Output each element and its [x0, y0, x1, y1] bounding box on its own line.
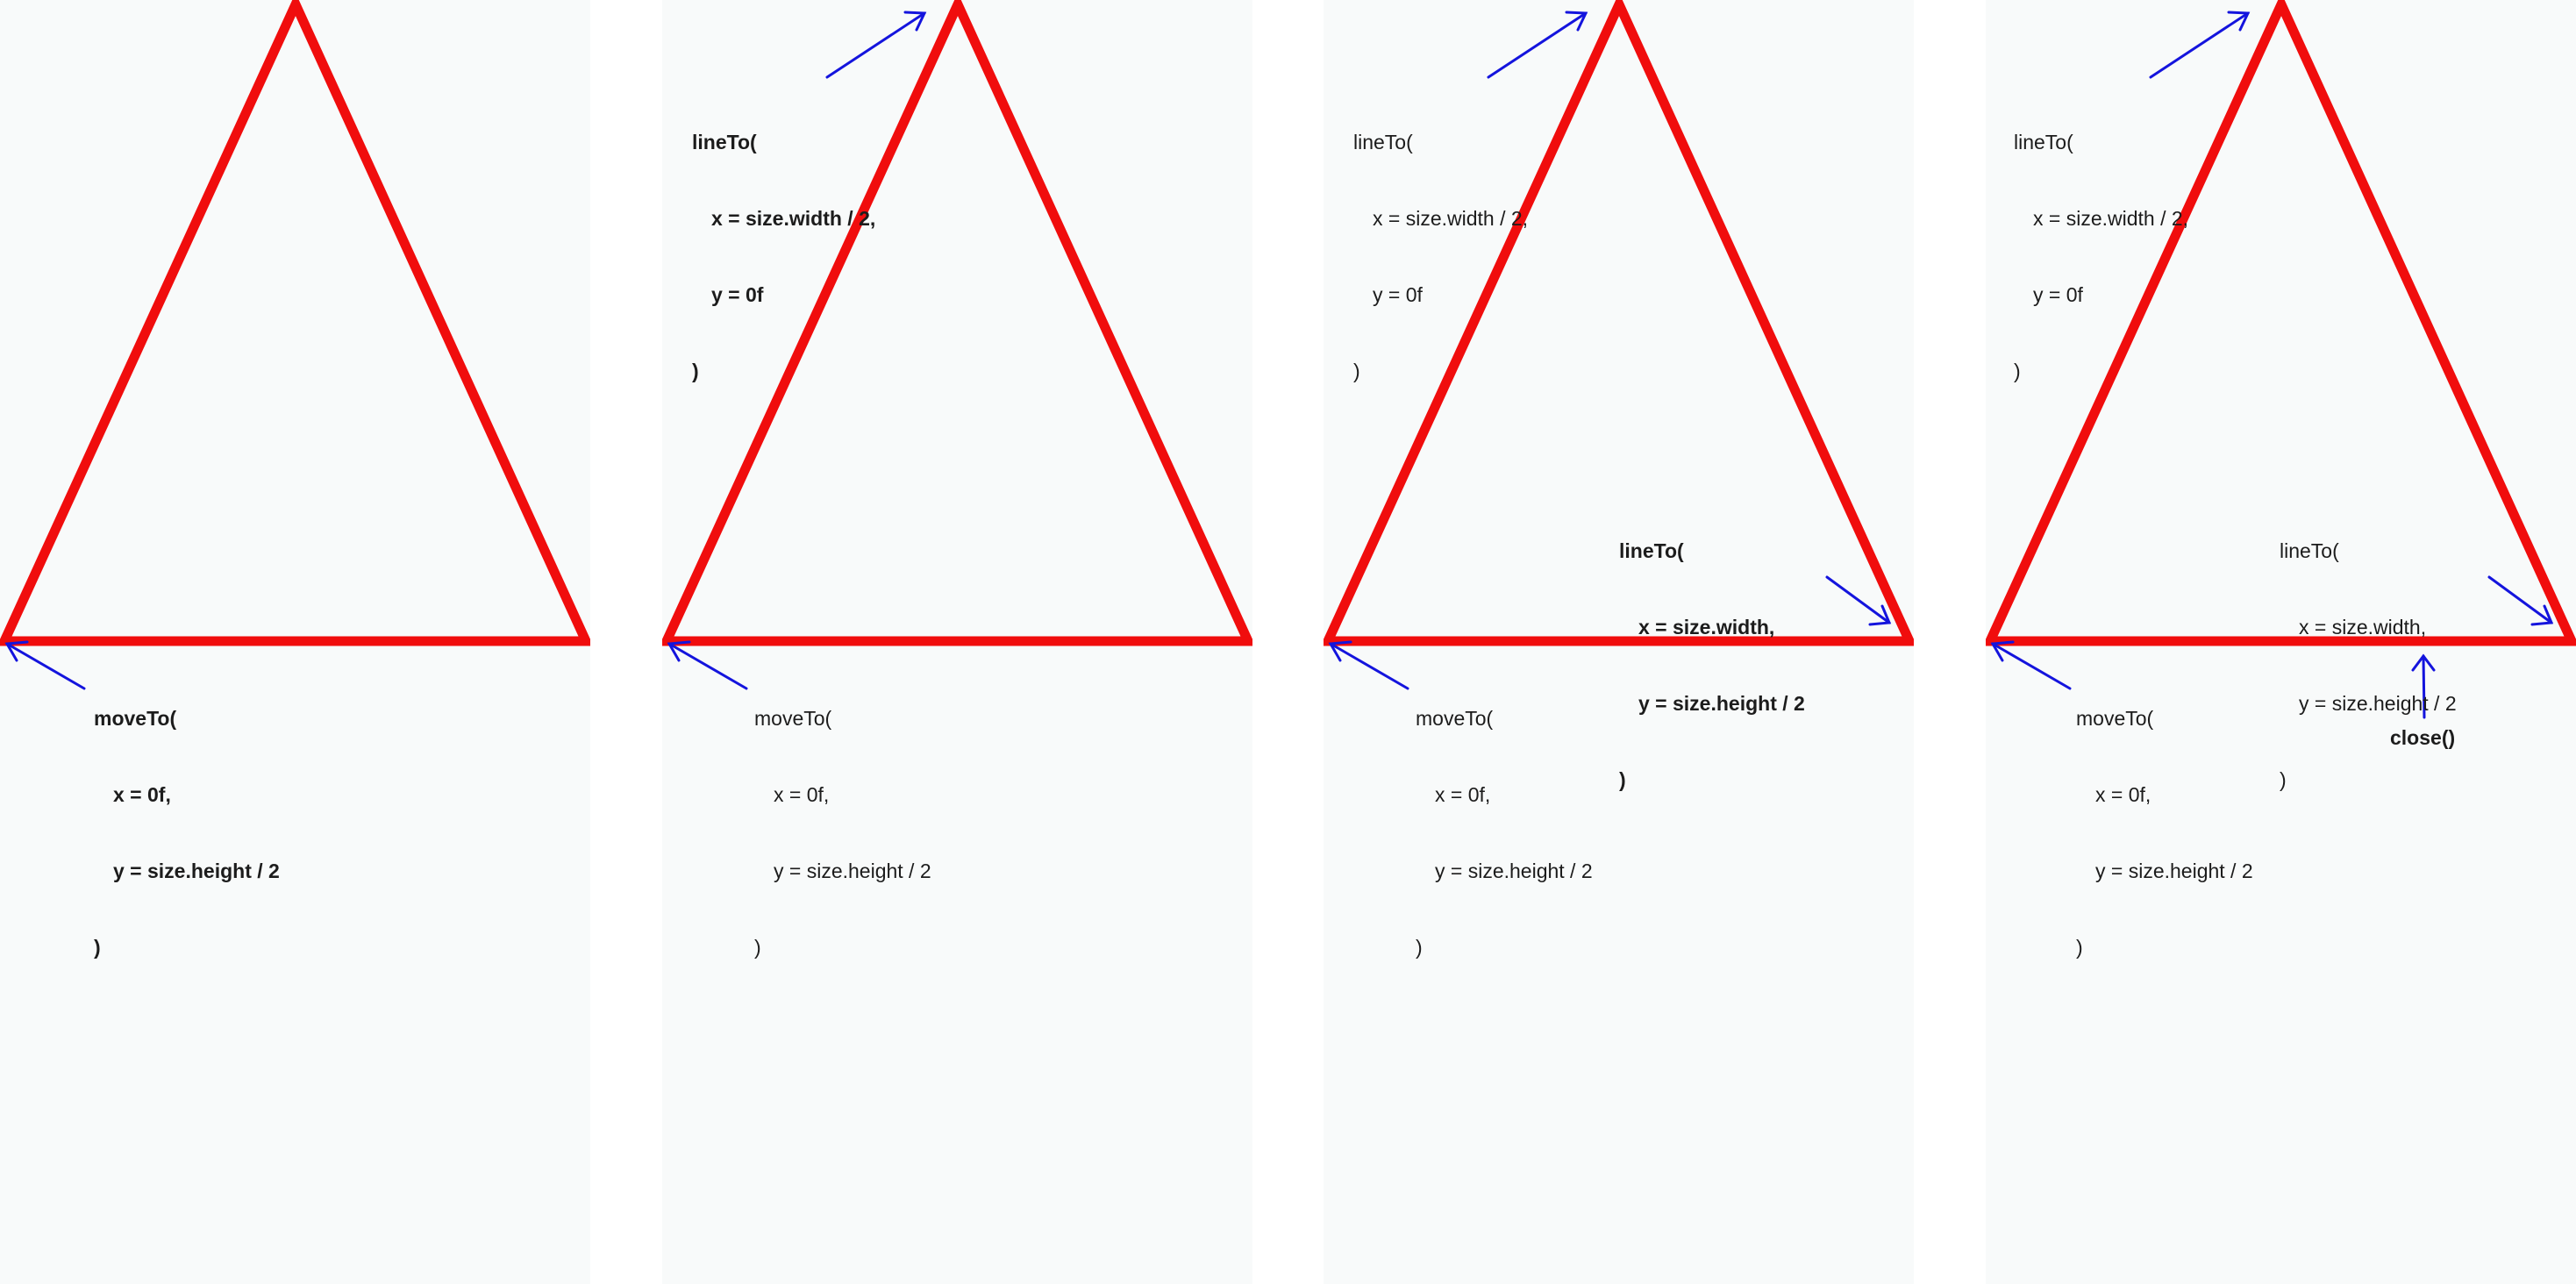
moveto-y: y = size.height / 2 [774, 860, 931, 882]
moveto-annotation: moveTo( x = 0f, y = size.height / 2 ) [1416, 655, 1593, 1011]
moveto-y: y = size.height / 2 [113, 860, 280, 882]
lineto-top-annotation: lineTo( x = size.width / 2, y = 0f ) [692, 79, 875, 435]
lineto-top-arrow [825, 11, 927, 79]
lineto-top-x: x = size.width / 2, [2033, 207, 2189, 230]
step-panel-2: moveTo( x = 0f, y = size.height / 2 ) li… [662, 0, 1252, 1284]
step-panel-3: moveTo( x = 0f, y = size.height / 2 ) li… [1324, 0, 1914, 1284]
step-1-drawing [0, 0, 590, 690]
lineto-top-y: y = 0f [1373, 283, 1423, 306]
moveto-annotation: moveTo( x = 0f, y = size.height / 2 ) [94, 655, 280, 1011]
lineto-top-x: x = size.width / 2, [711, 207, 876, 230]
close-annotation: close() [2390, 726, 2456, 749]
moveto-arrow [1990, 640, 2072, 690]
lineto-top-y: y = 0f [2033, 283, 2083, 306]
lineto-right-annotation: lineTo( x = size.width, y = size.height … [1619, 488, 1805, 844]
lineto-right-arrow [2487, 575, 2554, 626]
triangle-path [662, 0, 1252, 646]
moveto-open: moveTo( [2076, 707, 2154, 730]
moveto-close: ) [754, 936, 761, 959]
moveto-close: ) [2076, 936, 2083, 959]
close-arrow [2411, 653, 2436, 719]
lineto-right-open: lineTo( [2280, 539, 2339, 562]
moveto-open: moveTo( [754, 707, 832, 730]
lineto-right-arrow [1825, 575, 1892, 626]
lineto-right-close: ) [1619, 768, 1626, 791]
lineto-right-close: ) [2280, 768, 2287, 791]
lineto-top-x: x = size.width / 2, [1373, 207, 1529, 230]
moveto-arrow [4, 640, 86, 690]
lineto-top-arrow [2149, 11, 2251, 79]
triangle-path [0, 0, 590, 646]
step-panel-4: moveTo( x = 0f, y = size.height / 2 ) li… [1986, 0, 2576, 1284]
lineto-right-open: lineTo( [1619, 539, 1684, 562]
moveto-open: moveTo( [94, 707, 177, 730]
triangle-path [1986, 0, 2576, 646]
lineto-right-x: x = size.width, [2299, 616, 2427, 638]
lineto-top-close: ) [2014, 360, 2021, 382]
moveto-arrow [1328, 640, 1409, 690]
step-2-drawing [662, 0, 1252, 690]
lineto-top-open: lineTo( [2014, 131, 2073, 153]
step-3-drawing [1324, 0, 1914, 690]
lineto-top-close: ) [1353, 360, 1360, 382]
lineto-right-y: y = size.height / 2 [2299, 692, 2457, 715]
lineto-top-open: lineTo( [692, 131, 757, 153]
moveto-arrow [667, 640, 748, 690]
moveto-annotation: moveTo( x = 0f, y = size.height / 2 ) [2076, 655, 2253, 1011]
moveto-annotation: moveTo( x = 0f, y = size.height / 2 ) [754, 655, 931, 1011]
lineto-top-open: lineTo( [1353, 131, 1413, 153]
lineto-top-y: y = 0f [711, 283, 764, 306]
step-panel-1: moveTo( x = 0f, y = size.height / 2 ) [0, 0, 590, 1284]
lineto-right-x: x = size.width, [1638, 616, 1775, 638]
moveto-x: x = 0f, [113, 783, 171, 806]
lineto-top-arrow [1487, 11, 1588, 79]
moveto-open: moveTo( [1416, 707, 1494, 730]
moveto-close: ) [1416, 936, 1423, 959]
lineto-top-annotation: lineTo( x = size.width / 2, y = 0f ) [1353, 79, 1528, 435]
moveto-x: x = 0f, [1435, 783, 1491, 806]
lineto-right-annotation: lineTo( x = size.width, y = size.height … [2280, 488, 2457, 844]
step-4-drawing [1986, 0, 2576, 719]
lineto-top-annotation: lineTo( x = size.width / 2, y = 0f ) [2014, 79, 2188, 435]
moveto-close: ) [94, 936, 101, 959]
lineto-top-close: ) [692, 360, 699, 382]
moveto-x: x = 0f, [774, 783, 830, 806]
moveto-y: y = size.height / 2 [2095, 860, 2253, 882]
moveto-y: y = size.height / 2 [1435, 860, 1593, 882]
lineto-right-y: y = size.height / 2 [1638, 692, 1805, 715]
moveto-x: x = 0f, [2095, 783, 2151, 806]
triangle-path [1324, 0, 1914, 646]
